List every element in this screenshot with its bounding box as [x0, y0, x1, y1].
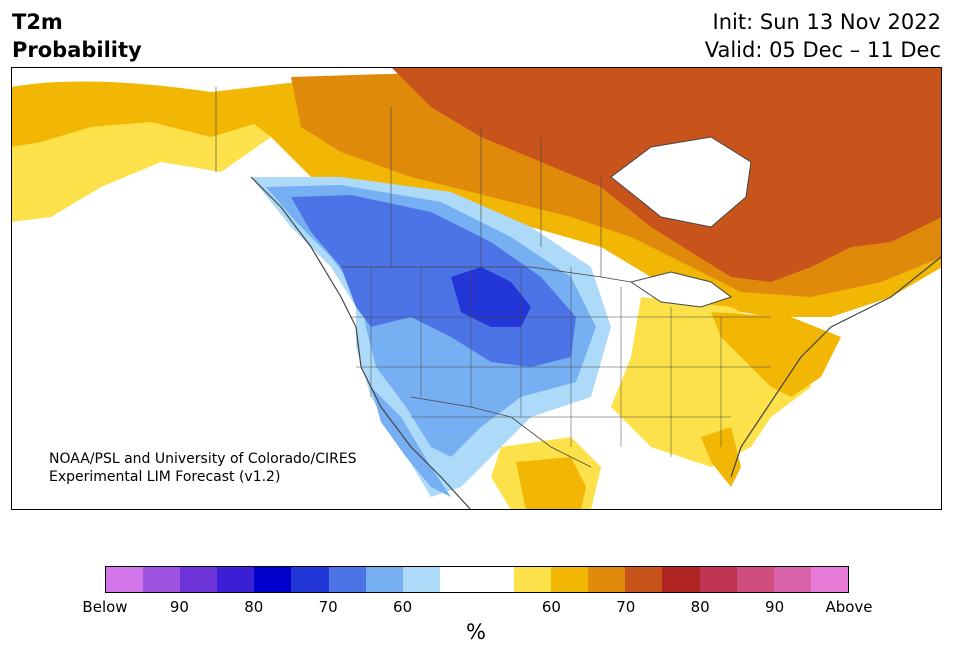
colorbar-tick-label: 90	[169, 598, 189, 616]
swatch-below-8	[402, 567, 440, 592]
swatch-above-5	[699, 567, 737, 592]
colorbar-tick-label: 70	[318, 598, 338, 616]
east-above-65	[711, 312, 841, 397]
swatch-above-2	[588, 567, 626, 592]
colorbar-tick-label: 60	[393, 598, 413, 616]
variable-label: T2m	[12, 10, 63, 34]
credit-line-1: NOAA/PSL and University of Colorado/CIRE…	[49, 451, 357, 467]
colorbar-tick-label: Below	[82, 598, 128, 616]
province-lines	[215, 87, 602, 277]
colorbar-tick-label: 70	[616, 598, 636, 616]
swatch-above-0	[514, 567, 552, 592]
swatch-below-4	[254, 567, 292, 592]
init-date: Init: Sun 13 Nov 2022	[712, 10, 941, 34]
swatch-above-4	[662, 567, 700, 592]
swatch-below-7	[365, 567, 403, 592]
colorbar-tick-label: 60	[541, 598, 561, 616]
colorbar-tick-label: 90	[765, 598, 785, 616]
subtitle-label: Probability	[12, 38, 142, 62]
us-canada-border	[341, 266, 632, 283]
colorbar-tick-label: Above	[825, 598, 873, 616]
swatch-above-3	[625, 567, 663, 592]
colorbar-tick-label: 80	[244, 598, 264, 616]
alaska-above-65	[11, 81, 261, 147]
swatch-below-2	[180, 567, 218, 592]
colorbar-unit: %	[466, 620, 486, 644]
swatch-below-6	[328, 567, 366, 592]
great-lakes	[629, 271, 733, 308]
swatch-below-0	[106, 567, 144, 592]
map-title: T2m Probability	[12, 8, 142, 64]
credit-line-2: Experimental LIM Forecast (v1.2)	[49, 469, 281, 485]
state-lines	[351, 267, 771, 457]
swatch-above-7	[773, 567, 811, 592]
map-frame	[11, 67, 942, 510]
hudson-bay	[610, 136, 752, 228]
swatch-below-3	[217, 567, 255, 592]
valid-date: Valid: 05 Dec – 11 Dec	[704, 38, 941, 62]
colorbar-tick-label: 80	[690, 598, 710, 616]
swatch-below-5	[291, 567, 329, 592]
probability-map	[11, 67, 942, 510]
swatch-above-1	[551, 567, 589, 592]
date-block: Init: Sun 13 Nov 2022 Valid: 05 Dec – 11…	[705, 8, 941, 64]
credit-text: NOAA/PSL and University of Colorado/CIRE…	[49, 450, 357, 486]
colorbar	[105, 566, 849, 593]
coastline-east	[730, 256, 942, 478]
swatch-below-1	[143, 567, 181, 592]
mexico-above-65	[516, 457, 586, 510]
florida-above-65	[701, 427, 741, 487]
swatch-neutral	[439, 567, 515, 592]
colorbar-ticks: Below 90 80 70 60 60 70 80 90 Above	[82, 598, 872, 618]
swatch-above-6	[736, 567, 774, 592]
baja-below-65	[371, 387, 451, 497]
swatch-above-8	[810, 567, 848, 592]
coastline-west	[250, 176, 472, 510]
